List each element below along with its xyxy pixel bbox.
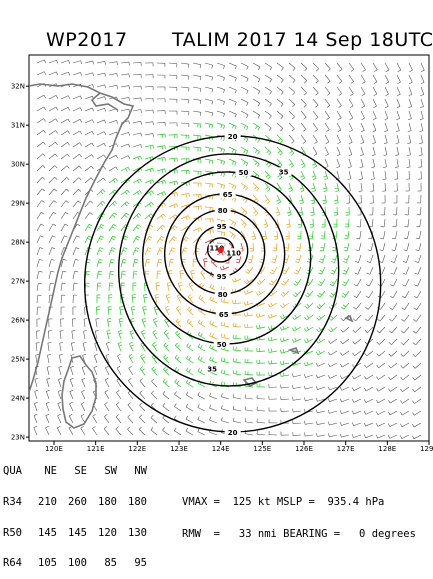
lat-label: 30N bbox=[11, 161, 25, 169]
storm-metrics: VMAX = 125 kt MSLP = 935.4 hPa RMW = 33 … bbox=[182, 476, 416, 550]
lat-label: 24N bbox=[11, 395, 25, 403]
metrics-line-2: RMW = 33 nmi BEARING = 0 degrees bbox=[182, 529, 416, 540]
storm-center-marker bbox=[217, 247, 223, 253]
lat-label: 29N bbox=[11, 200, 25, 208]
r64-sw: 85 bbox=[87, 558, 117, 568]
lat-label: 32N bbox=[11, 83, 25, 91]
contour-label-35: 35 bbox=[279, 168, 289, 176]
vmax-value: 125 kt bbox=[233, 496, 271, 508]
contour-label-80: 80 bbox=[218, 207, 228, 215]
contour-label-110: 110 bbox=[226, 249, 241, 257]
rmw-value: 33 nmi bbox=[239, 528, 277, 540]
mslp-value: 935.4 hPa bbox=[327, 496, 384, 508]
contour-label-65: 65 bbox=[223, 191, 233, 199]
bearing-label: BEARING bbox=[283, 528, 327, 540]
lon-label: 127E bbox=[337, 445, 355, 453]
r50-ne: 145 bbox=[27, 528, 57, 538]
ne-header: NE bbox=[27, 466, 57, 476]
mslp-label: MSLP bbox=[277, 496, 302, 508]
lat-label: 31N bbox=[11, 122, 25, 130]
r50-sw: 120 bbox=[87, 528, 117, 538]
r34-ne: 210 bbox=[27, 497, 57, 507]
lat-label: 25N bbox=[11, 356, 25, 364]
lon-label: 125E bbox=[253, 445, 271, 453]
sw-header: SW bbox=[87, 466, 117, 476]
lat-label: 26N bbox=[11, 317, 25, 325]
contour-label-95: 95 bbox=[217, 223, 227, 231]
r64-se: 100 bbox=[57, 558, 87, 568]
r64-label: R64 bbox=[3, 558, 27, 568]
contour-label-20: 20 bbox=[228, 429, 238, 437]
r50-label: R50 bbox=[3, 528, 27, 538]
lon-label: 126E bbox=[295, 445, 313, 453]
r64-ne: 105 bbox=[27, 558, 57, 568]
lon-label: 128E bbox=[378, 445, 396, 453]
contour-label-20: 20 bbox=[228, 133, 238, 141]
contour-label-65: 65 bbox=[219, 311, 229, 319]
r34-nw: 180 bbox=[117, 497, 147, 507]
lon-label: 123E bbox=[170, 445, 188, 453]
lon-label: 129E bbox=[420, 445, 433, 453]
se-header: SE bbox=[57, 466, 87, 476]
r34-sw: 180 bbox=[87, 497, 117, 507]
lat-label: 28N bbox=[11, 239, 25, 247]
r50-se: 145 bbox=[57, 528, 87, 538]
vmax-label: VMAX bbox=[182, 496, 207, 508]
r34-se: 260 bbox=[57, 497, 87, 507]
metrics-line-1: VMAX = 125 kt MSLP = 935.4 hPa bbox=[182, 497, 416, 508]
r34-label: R34 bbox=[3, 497, 27, 507]
lon-label: 124E bbox=[212, 445, 230, 453]
contour-label-35: 35 bbox=[207, 366, 217, 374]
r50-nw: 130 bbox=[117, 528, 147, 538]
lat-label: 23N bbox=[11, 434, 25, 442]
contour-label-50: 50 bbox=[217, 341, 227, 349]
nw-header: NW bbox=[117, 466, 147, 476]
contour-label-80: 80 bbox=[218, 291, 228, 299]
contour-label-50: 50 bbox=[239, 169, 249, 177]
lat-label: 27N bbox=[11, 278, 25, 286]
qua-header: QUA bbox=[3, 466, 27, 476]
rmw-label: RMW bbox=[182, 528, 201, 540]
contour-label-95: 95 bbox=[217, 273, 227, 281]
bearing-value: 0 degrees bbox=[359, 528, 416, 540]
r64-nw: 95 bbox=[117, 558, 147, 568]
